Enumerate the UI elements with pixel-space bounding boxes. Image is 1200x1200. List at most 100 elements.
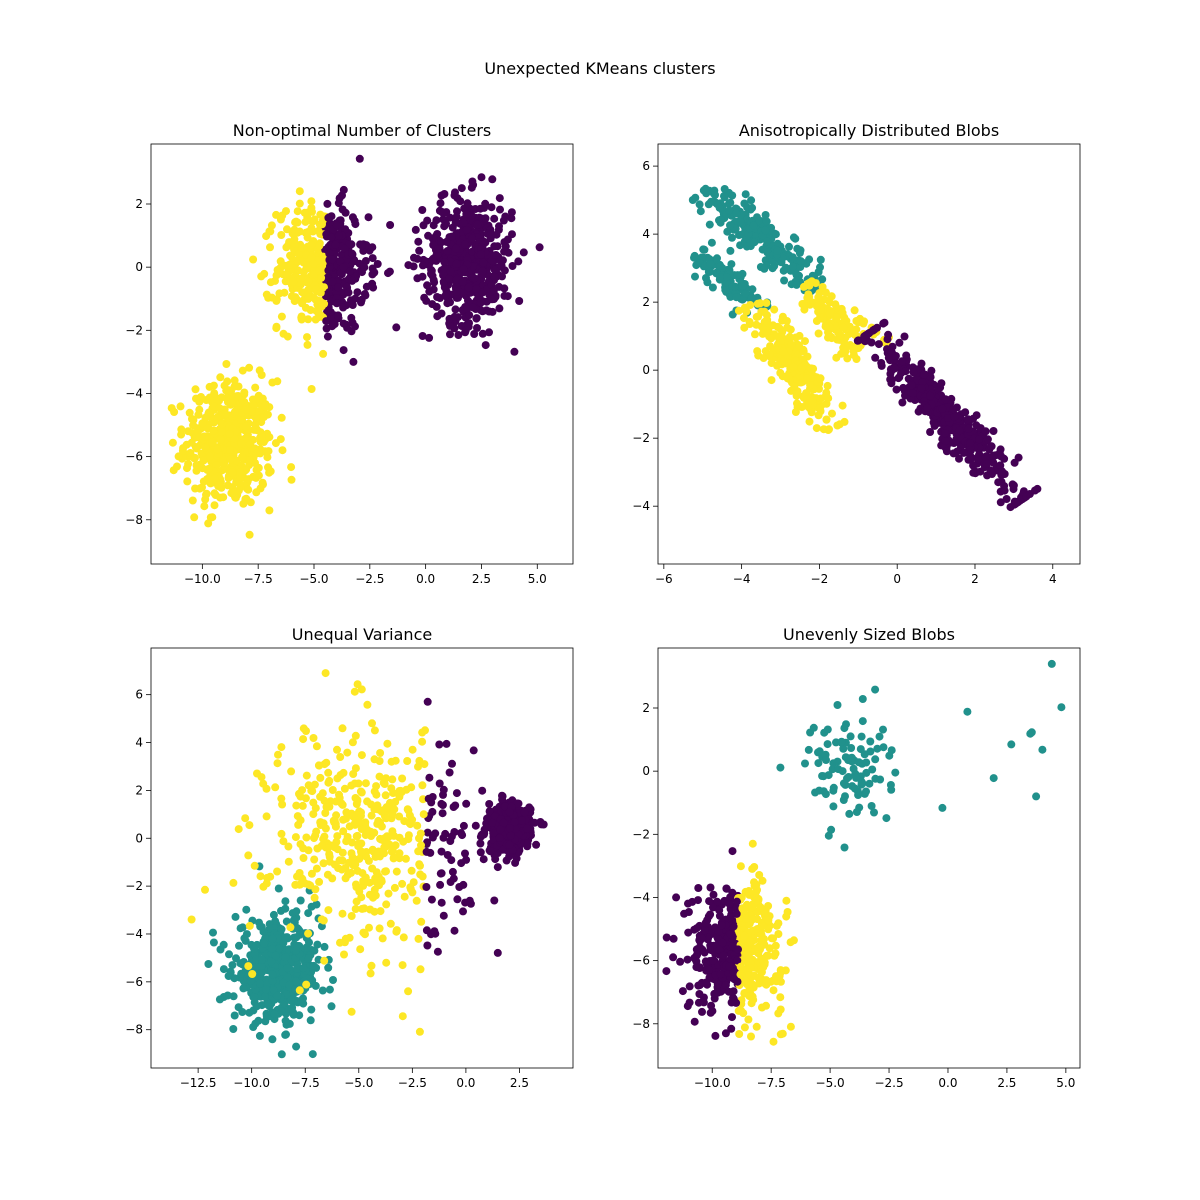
data-point — [277, 794, 286, 803]
x-tick-label: −7.5 — [291, 1076, 320, 1090]
data-point — [459, 907, 467, 916]
data-point — [375, 757, 384, 765]
data-point — [290, 235, 299, 244]
data-point — [695, 963, 704, 972]
data-point — [264, 447, 273, 456]
data-point — [308, 207, 316, 216]
data-point — [289, 916, 298, 925]
data-point — [275, 289, 284, 298]
data-point — [448, 867, 457, 876]
data-point — [398, 879, 407, 888]
data-point — [822, 388, 831, 397]
data-point — [406, 820, 415, 829]
data-point — [974, 455, 983, 464]
data-point — [832, 313, 841, 322]
x-tick-label: −7.5 — [757, 1076, 786, 1090]
data-point — [288, 1003, 297, 1012]
data-point — [250, 861, 259, 870]
data-point — [685, 982, 694, 991]
data-point — [229, 1025, 238, 1033]
data-point — [446, 878, 455, 886]
data-point — [317, 915, 326, 924]
data-point — [507, 214, 516, 223]
x-tick-label: 5.0 — [528, 572, 547, 586]
data-point — [317, 273, 326, 282]
data-point — [941, 437, 950, 445]
data-point — [500, 284, 509, 293]
data-point — [291, 218, 300, 227]
data-point — [850, 306, 859, 315]
data-point — [691, 272, 699, 281]
data-point — [949, 405, 958, 414]
data-point — [459, 265, 468, 274]
data-point — [194, 410, 203, 419]
data-point — [237, 416, 245, 424]
data-point — [506, 824, 514, 833]
data-point — [438, 801, 447, 809]
data-point — [994, 478, 1003, 487]
data-point — [742, 902, 751, 911]
data-point — [795, 341, 803, 350]
data-point — [453, 895, 462, 904]
y-tick-label: −2 — [125, 879, 143, 893]
data-point — [818, 275, 827, 284]
data-point — [747, 293, 756, 302]
data-point — [213, 413, 222, 422]
data-point — [296, 896, 305, 905]
data-point — [852, 773, 861, 782]
data-point — [839, 323, 848, 332]
data-point — [227, 399, 236, 407]
data-point — [501, 802, 510, 811]
y-tick-label: −4 — [632, 499, 650, 513]
data-point — [759, 354, 768, 362]
data-point — [765, 350, 774, 359]
data-point — [256, 449, 265, 458]
data-point — [457, 859, 466, 868]
data-point — [717, 921, 726, 930]
data-point — [747, 1032, 755, 1041]
data-point — [738, 282, 747, 291]
data-point — [721, 981, 730, 990]
data-point — [1002, 495, 1011, 503]
data-point — [176, 402, 185, 411]
data-point — [271, 276, 279, 285]
data-point — [744, 887, 753, 895]
data-point — [815, 786, 824, 795]
data-point — [178, 446, 187, 455]
data-point — [662, 933, 671, 942]
data-point — [472, 285, 481, 293]
data-point — [242, 930, 251, 939]
data-point — [495, 222, 503, 231]
data-point — [669, 934, 678, 943]
data-point — [371, 891, 380, 900]
data-point — [769, 1037, 778, 1046]
data-point — [832, 303, 841, 312]
data-point — [418, 737, 427, 746]
data-point — [307, 224, 316, 233]
data-point — [230, 376, 239, 385]
data-point — [499, 216, 508, 225]
data-point — [277, 829, 286, 838]
data-point — [711, 1031, 720, 1040]
data-point — [308, 787, 317, 796]
data-point — [321, 669, 330, 678]
data-point — [258, 433, 266, 441]
data-point — [447, 232, 456, 241]
data-point — [353, 288, 362, 297]
data-point — [734, 945, 742, 954]
data-point — [829, 783, 838, 792]
data-point — [283, 225, 291, 234]
data-point — [823, 381, 832, 390]
y-tick-label: 0 — [135, 831, 143, 845]
data-point — [284, 842, 293, 851]
data-point — [304, 929, 313, 938]
data-point — [938, 404, 947, 413]
data-point — [955, 454, 963, 463]
data-point — [1038, 745, 1047, 754]
data-point — [329, 976, 337, 984]
data-point — [949, 449, 958, 458]
data-point — [822, 756, 830, 764]
data-point — [303, 340, 312, 349]
data-point — [802, 389, 811, 398]
data-point — [244, 962, 253, 971]
